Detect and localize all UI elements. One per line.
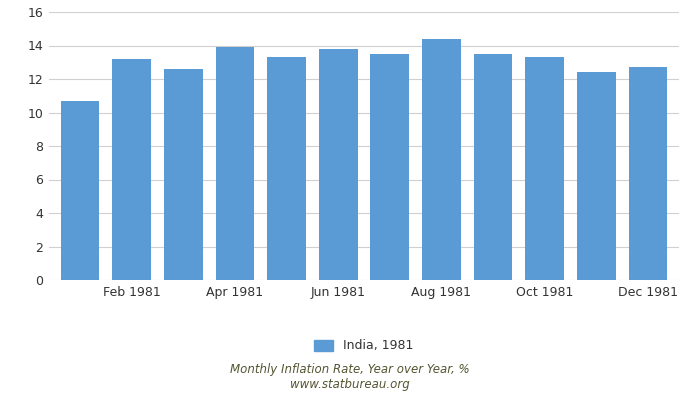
Bar [216,47,254,280]
Text: Monthly Inflation Rate, Year over Year, %: Monthly Inflation Rate, Year over Year, … [230,364,470,376]
Bar [577,72,616,280]
Bar [422,39,461,280]
Bar [61,101,99,280]
Legend: India, 1981: India, 1981 [309,334,419,358]
Bar [318,49,358,280]
Bar [370,54,410,280]
Bar [267,57,306,280]
Bar [164,69,202,280]
Bar [112,59,151,280]
Bar [474,54,512,280]
Bar [526,57,564,280]
Text: www.statbureau.org: www.statbureau.org [290,378,410,391]
Bar [629,67,667,280]
